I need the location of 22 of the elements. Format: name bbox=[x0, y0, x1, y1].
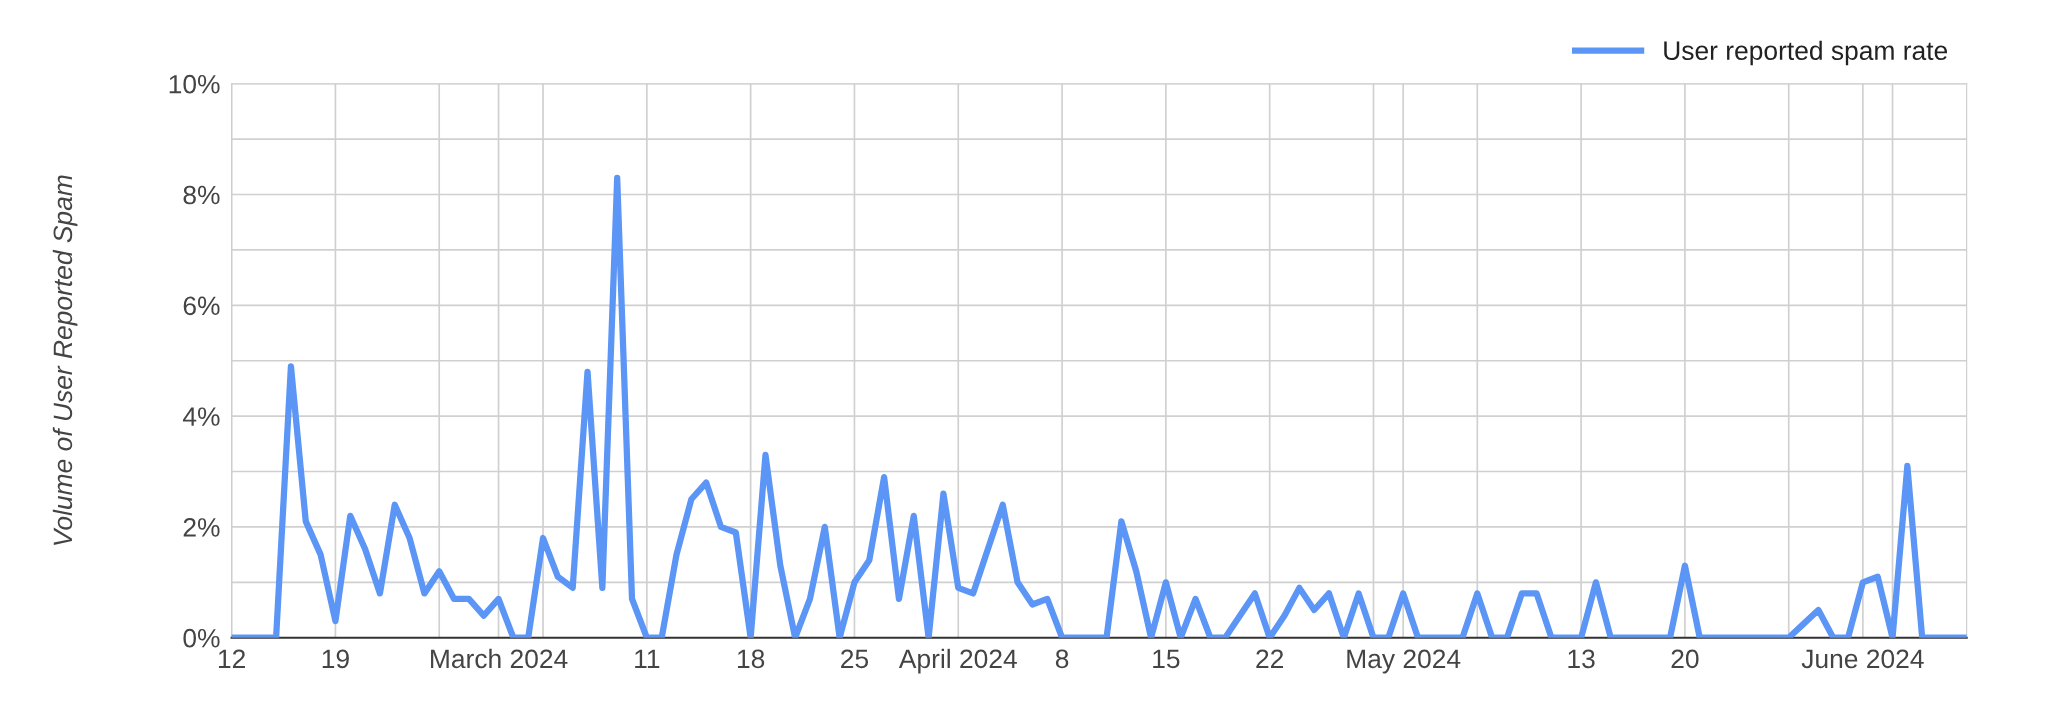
x-tick-label: 18 bbox=[737, 649, 765, 669]
y-tick-label: 4% bbox=[182, 407, 220, 426]
x-tick-label: 15 bbox=[1153, 649, 1180, 669]
x-tick-label: 20 bbox=[1671, 649, 1699, 669]
x-tick-label: 25 bbox=[841, 649, 869, 669]
y-tick-label: 8% bbox=[183, 185, 220, 205]
x-tick-label: 8 bbox=[1055, 649, 1069, 669]
x-tick-label: 11 bbox=[635, 649, 660, 668]
y-tick-label: 10% bbox=[169, 74, 220, 94]
x-tick-label: March 2024 bbox=[431, 648, 568, 669]
y-tick-label: 0% bbox=[183, 628, 220, 648]
y-axis-title: Volume of User Reported Spam bbox=[52, 175, 78, 545]
legend-label: User reported spam rate bbox=[1664, 40, 1948, 66]
x-tick-label: May 2024 bbox=[1347, 649, 1461, 674]
x-tick-label: 13 bbox=[1568, 649, 1595, 669]
x-tick-label: June 2024 bbox=[1801, 649, 1924, 669]
y-tick-label: 2% bbox=[183, 518, 220, 537]
x-tick-label: 12 bbox=[218, 649, 245, 668]
x-tick-label: 19 bbox=[322, 649, 349, 669]
x-tick-label: April 2024 bbox=[898, 648, 1017, 674]
y-tick-label: 6% bbox=[183, 296, 220, 316]
x-tick-label: 22 bbox=[1256, 649, 1284, 668]
